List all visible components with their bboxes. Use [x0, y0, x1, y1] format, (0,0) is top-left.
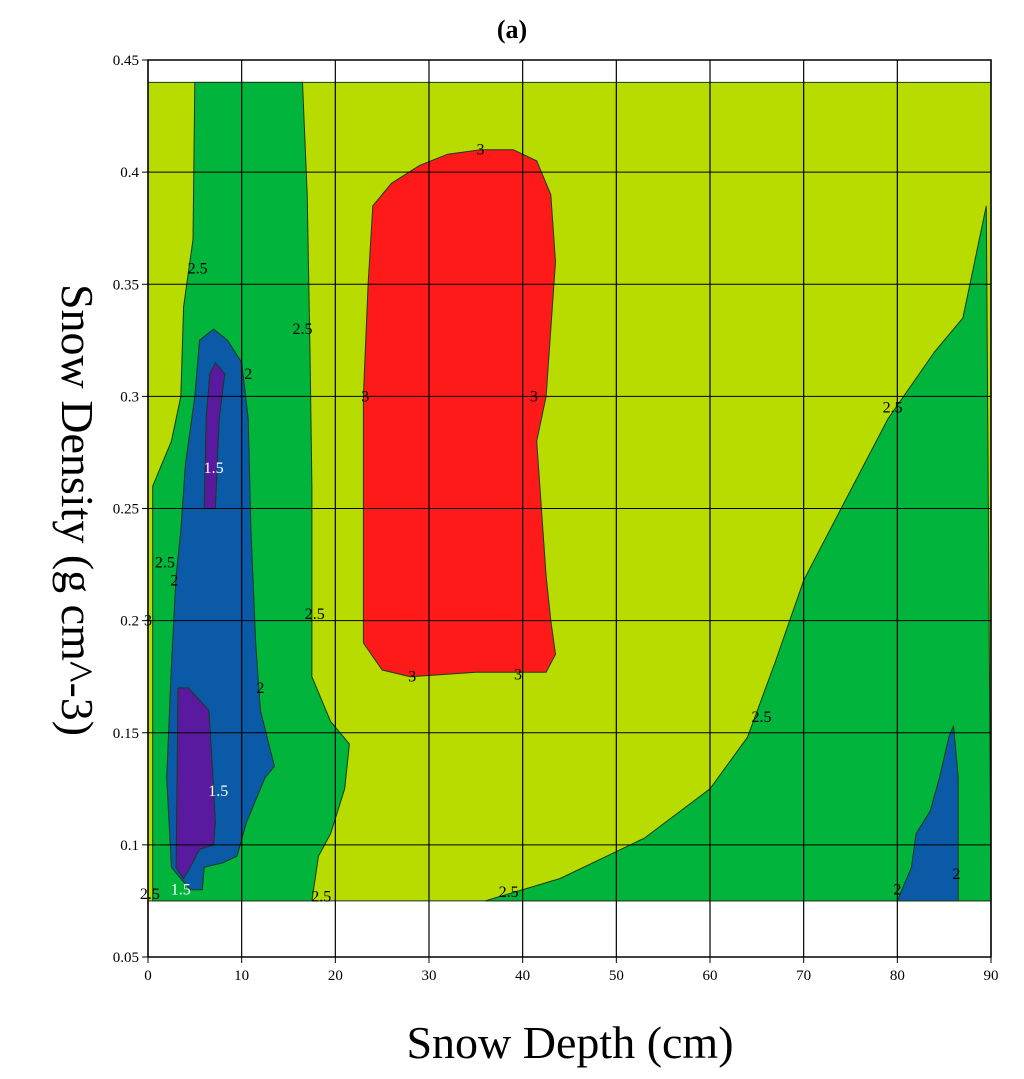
contour-region-7	[362, 149, 557, 678]
x-tick-label-3: 30	[422, 968, 437, 984]
x-tick-label-4: 40	[515, 968, 530, 984]
panel-label: (a)	[497, 15, 527, 44]
y-tick-label-0: 0.05	[113, 950, 139, 966]
contour-region-5	[203, 361, 226, 509]
contour-label-5: 2.5	[188, 261, 208, 278]
contour-label-0: 3	[477, 142, 485, 159]
x-tick-label-9: 90	[984, 968, 999, 984]
x-tick-label-0: 0	[144, 968, 152, 984]
contour-label-15: 2	[244, 366, 252, 383]
contour-label-7: 2.5	[155, 554, 175, 571]
y-tick-label-5: 0.3	[120, 389, 139, 405]
contour-label-6: 2.5	[293, 321, 313, 338]
x-tick-label-2: 20	[328, 968, 343, 984]
x-tick-label-1: 10	[234, 968, 249, 984]
y-tick-label-3: 0.2	[120, 614, 139, 630]
contour-label-8: 2.5	[305, 606, 325, 623]
contour-label-14: 3	[144, 613, 152, 630]
contour-label-19: 2	[952, 866, 960, 883]
contour-regions	[147, 81, 992, 902]
x-tick-label-5: 50	[609, 968, 624, 984]
contour-label-4: 3	[514, 666, 522, 683]
contour-label-2: 3	[530, 388, 538, 405]
contour-label-20: 1.5	[204, 460, 224, 477]
contour-label-9: 2.5	[140, 886, 160, 903]
contour-label-12: 2.5	[752, 709, 772, 726]
contour-label-11: 2.5	[499, 884, 519, 901]
y-axis-title: Snow Density (g cm^-3)	[52, 284, 103, 736]
x-tick-label-6: 60	[703, 968, 718, 984]
contour-label-22: 1.5	[171, 882, 191, 899]
x-tick-label-7: 70	[796, 968, 811, 984]
x-axis-title: Snow Depth (cm)	[406, 1017, 733, 1068]
contour-label-3: 3	[408, 669, 416, 686]
x-tick-label-8: 80	[890, 968, 905, 984]
contour-label-13: 2.5	[883, 400, 903, 417]
y-tick-label-8: 0.45	[113, 53, 139, 69]
contour-label-18: 2	[893, 882, 901, 899]
y-tick-label-1: 0.1	[120, 838, 139, 854]
y-tick-label-7: 0.4	[120, 165, 139, 181]
y-tick-label-2: 0.15	[113, 726, 139, 742]
y-tick-label-4: 0.25	[113, 502, 139, 518]
contour-label-21: 1.5	[208, 783, 228, 800]
contour-label-16: 2	[170, 572, 178, 589]
contour-labels: 3 3 3 3 3 2.5 2.5 2.5 2.5 2.5 2.5 2.5 2.5 2.5 3 2 2 2 2 2 1.…	[140, 142, 960, 906]
contour-region-4	[896, 725, 959, 902]
contour-region-2	[485, 205, 992, 902]
x-axis-ticks: 0 10 20 30 40 50 60 70 80 90	[144, 957, 999, 984]
contour-label-10: 2.5	[311, 888, 331, 905]
contour-label-1: 3	[361, 388, 369, 405]
y-tick-label-6: 0.35	[113, 277, 139, 293]
y-axis-ticks: 0.05 0.1 0.15 0.2 0.25 0.3 0.35 0.4 0.45	[113, 53, 148, 966]
contour-label-17: 2	[256, 680, 264, 697]
